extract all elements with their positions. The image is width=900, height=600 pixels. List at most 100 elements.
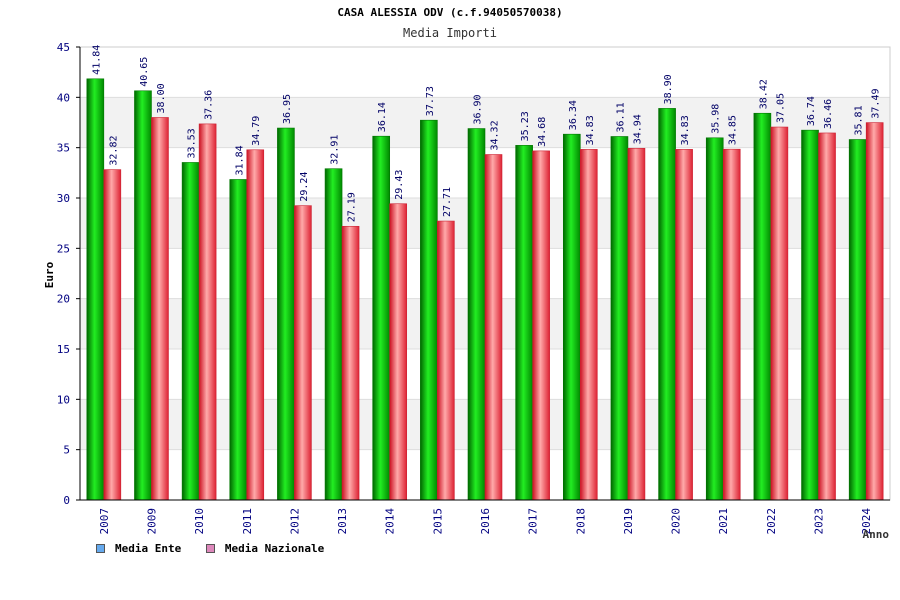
y-tick-label: 40 — [57, 91, 70, 104]
y-tick-label: 10 — [57, 393, 70, 406]
data-label: 32.91 — [330, 135, 341, 165]
x-tick-label: 2017 — [527, 508, 540, 535]
bar — [770, 126, 789, 501]
x-tick-label: 2020 — [670, 508, 683, 535]
bar — [389, 203, 408, 501]
x-tick-label: 2019 — [622, 508, 635, 535]
bar — [562, 133, 581, 501]
x-tick-label: 2011 — [241, 508, 254, 535]
y-tick-label: 25 — [57, 242, 70, 255]
bar — [467, 128, 486, 501]
bar — [579, 149, 598, 501]
bar — [705, 137, 724, 501]
bar — [722, 148, 741, 501]
bar — [246, 149, 265, 501]
data-label: 36.11 — [615, 102, 626, 132]
legend-swatch — [205, 544, 215, 553]
x-tick-label: 2023 — [813, 508, 826, 535]
y-tick-label: 20 — [57, 293, 70, 306]
data-label: 35.98 — [711, 104, 722, 134]
data-label: 34.85 — [728, 115, 739, 145]
x-tick-label: 2021 — [717, 508, 730, 535]
bar — [484, 154, 503, 501]
bar — [324, 168, 343, 501]
data-label: 35.81 — [854, 105, 865, 135]
data-label: 34.83 — [585, 115, 596, 145]
bar — [658, 108, 676, 501]
data-label: 29.43 — [394, 170, 405, 200]
data-label: 27.19 — [347, 192, 358, 222]
bar — [198, 123, 217, 501]
x-tick-label: 2024 — [860, 508, 873, 535]
legend: Media Ente Media Nazionale — [96, 542, 342, 556]
y-axis-title: Euro — [43, 261, 56, 288]
bar — [277, 127, 295, 501]
bar — [515, 145, 533, 501]
y-tick-label: 0 — [63, 494, 70, 507]
x-tick-label: 2012 — [288, 508, 301, 535]
y-tick-label: 15 — [57, 343, 70, 356]
x-tick-label: 2010 — [193, 508, 206, 535]
data-label: 29.24 — [299, 172, 310, 202]
x-tick-label: 2015 — [431, 508, 444, 535]
bar — [675, 149, 693, 501]
y-tick-label: 30 — [57, 192, 70, 205]
bar — [848, 139, 867, 501]
bar — [134, 90, 152, 501]
bar — [610, 136, 629, 501]
x-tick-label: 2009 — [145, 508, 158, 535]
data-label: 38.42 — [758, 79, 769, 109]
x-tick-label: 2022 — [765, 508, 778, 535]
data-label: 36.14 — [377, 102, 388, 132]
bar — [86, 78, 105, 501]
y-tick-label: 45 — [57, 41, 70, 54]
data-label: 34.94 — [632, 114, 643, 144]
bar — [865, 122, 884, 501]
y-tick-label: 5 — [63, 444, 70, 457]
bar — [437, 220, 455, 501]
axes: 2007 2009 2010 2011 2012 2013 2014 2015 2016 2017… — [43, 41, 890, 541]
bar — [229, 179, 248, 501]
bar — [294, 205, 312, 501]
bar — [420, 119, 438, 501]
data-label: 40.65 — [139, 57, 150, 87]
legend-label: Media Nazionale — [224, 542, 325, 555]
bar — [532, 150, 550, 501]
data-label: 37.05 — [775, 93, 786, 123]
chart-title: CASA ALESSIA ODV (c.f.94050570038) — [337, 6, 563, 19]
y-tick-label: 35 — [57, 142, 70, 155]
data-label: 31.84 — [234, 145, 245, 175]
x-tick-label: 2016 — [479, 508, 492, 535]
x-tick-label: 2014 — [384, 508, 397, 535]
data-label: 34.79 — [251, 116, 262, 146]
bar — [181, 162, 200, 501]
legend-swatch — [96, 544, 105, 553]
legend-item-media-nazionale: Media Nazionale — [205, 542, 325, 555]
data-label: 36.46 — [823, 99, 834, 129]
data-label: 37.73 — [425, 86, 436, 116]
legend-item-media-ente: Media Ente — [96, 542, 181, 555]
data-label: 38.00 — [156, 83, 167, 113]
data-label: 34.32 — [490, 120, 501, 150]
bar — [801, 129, 819, 501]
data-label: 33.53 — [187, 128, 198, 158]
x-tick-label: 2013 — [336, 508, 349, 535]
data-label: 34.68 — [537, 117, 548, 147]
data-label: 27.71 — [442, 187, 453, 217]
data-label: 37.49 — [871, 88, 882, 118]
data-label: 36.90 — [473, 94, 484, 124]
data-label: 41.84 — [91, 45, 102, 75]
data-label: 32.82 — [108, 136, 119, 166]
bars — [86, 78, 884, 501]
bar — [103, 169, 122, 501]
bar — [341, 225, 360, 501]
data-label: 34.83 — [680, 115, 691, 145]
data-labels: 41.84 32.82 40.65 38.00 33.53 37.36 31.84 34.79… — [91, 45, 881, 223]
data-label: 36.95 — [282, 94, 293, 124]
data-label: 36.74 — [806, 96, 817, 126]
data-label: 38.90 — [663, 74, 674, 104]
bar — [627, 147, 646, 501]
legend-label: Media Ente — [115, 542, 182, 555]
x-tick-label: 2018 — [574, 508, 587, 535]
data-label: 37.36 — [204, 90, 215, 120]
